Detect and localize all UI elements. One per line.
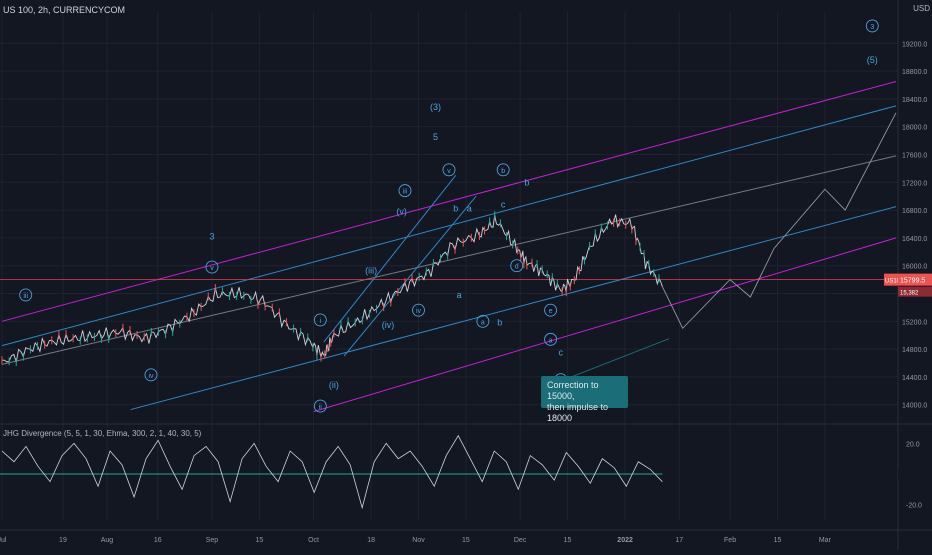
price-tag-left-text: US100 — [885, 279, 904, 285]
y-tick-label: 17200.0 — [902, 180, 927, 187]
wave-label: 3 — [209, 232, 214, 242]
wave-label-circle — [144, 368, 158, 382]
x-tick-label: Aug — [101, 537, 114, 544]
x-tick-label: 15 — [462, 537, 470, 544]
wave-label-circle — [313, 313, 327, 327]
annotation-callout[interactable]: Correction to 15000, then impulse to 180… — [541, 376, 628, 423]
x-tick-label: 15 — [255, 537, 263, 544]
wave-label: (iii) — [365, 266, 377, 276]
x-tick-label: 17 — [675, 537, 683, 544]
wave-label: i — [320, 318, 322, 325]
y-tick-label: 15200.0 — [902, 319, 927, 326]
price-tag-right — [898, 273, 932, 286]
wave-label: (ii) — [329, 380, 339, 390]
y-tick-label: 14000.0 — [902, 403, 927, 410]
price-tag-right-text: 15799.5 — [900, 278, 925, 285]
wave-label: e — [549, 308, 553, 315]
wave-label: a — [549, 337, 553, 344]
y-tick-label: 16800.0 — [902, 208, 927, 215]
y-tick-label: 19200.0 — [902, 41, 927, 48]
x-tick-label: Sep — [206, 537, 219, 544]
wave-label: d — [515, 264, 519, 271]
x-tick-label: Feb — [724, 537, 736, 544]
wave-label-circle — [544, 303, 558, 317]
wave-label: a — [481, 319, 485, 326]
wave-label-circle — [313, 399, 327, 413]
y-tick-label: 16000.0 — [902, 264, 927, 271]
x-tick-label: 18 — [367, 537, 375, 544]
y-tick-label: 18000.0 — [902, 125, 927, 132]
annotation-line-2: then impulse to 18000 — [547, 402, 609, 423]
wave-label: b — [501, 168, 505, 175]
x-tick-label: 15 — [564, 537, 572, 544]
indicator-y-tick-label: -20.0 — [906, 503, 922, 510]
indicator-series — [1, 434, 663, 510]
wave-label-circle — [442, 163, 456, 177]
wave-label: iv — [416, 308, 422, 315]
wave-label: b — [524, 177, 529, 187]
wave-label: iii — [403, 189, 408, 196]
wave-label-circle — [398, 184, 412, 198]
annotation-line-1: Correction to 15000, — [547, 380, 599, 401]
wave-label: v — [210, 265, 214, 272]
wave-label: v — [447, 168, 451, 175]
y-tick-label: 14800.0 — [902, 347, 927, 354]
price-tag-small-text: 15,382 — [900, 291, 919, 297]
indicator-y-tick-label: 20.0 — [906, 441, 920, 448]
impulse-channel-upper — [323, 175, 457, 343]
projection-path — [661, 112, 897, 330]
symbol-label: US 100, 2h, CURRENCYCOM — [3, 5, 126, 15]
price-tag-left — [884, 273, 898, 286]
y-tick-label: 17600.0 — [902, 152, 927, 159]
y-tick-label: 16400.0 — [902, 236, 927, 243]
wave-label-circle — [19, 288, 33, 302]
y-tick-label: 18400.0 — [902, 97, 927, 104]
wave-label-circle — [544, 332, 558, 346]
x-tick-label: Mar — [819, 537, 832, 544]
indicator-label: JHG Divergence (5, 5, 1, 30, Ehma, 300, … — [3, 429, 202, 438]
wave-label-circle — [510, 259, 524, 273]
wave-label: a — [467, 204, 472, 214]
wave-label-circle — [412, 303, 425, 317]
wave-label: b — [497, 318, 502, 328]
wave-label: iii — [23, 293, 28, 300]
y-tick-label: 14400.0 — [902, 375, 927, 382]
x-tick-label: 2022 — [617, 537, 633, 544]
wave-label: iv — [148, 373, 154, 380]
x-tick-label: Dec — [514, 537, 527, 544]
wave-label: ii — [319, 404, 323, 411]
channel-blue_upper — [1, 105, 897, 347]
wave-label-circle — [476, 314, 490, 328]
wave-label: c — [559, 348, 564, 358]
x-tick-label: 19 — [59, 537, 67, 544]
wave-label: (iv) — [382, 320, 395, 330]
x-tick-label: Oct — [308, 537, 319, 544]
wave-label: (5) — [867, 55, 878, 65]
wave-label-circle — [205, 260, 219, 274]
price-tag-small — [898, 286, 932, 297]
wave-label: c — [501, 200, 506, 210]
channel-blue_lower — [130, 206, 897, 411]
wave-label: 3 — [870, 24, 874, 31]
wave-label-circle — [496, 163, 510, 177]
currency-label: USD — [913, 4, 930, 13]
x-tick-label: Nov — [412, 537, 425, 544]
channel-magenta_lower — [313, 237, 897, 413]
x-tick-label: 16 — [154, 537, 162, 544]
wave-label: (v) — [396, 206, 407, 216]
wave-label: b — [453, 204, 458, 214]
wave-label: 5 — [433, 132, 438, 142]
x-tick-label: 15 — [774, 537, 782, 544]
x-tick-label: Jul — [0, 537, 7, 544]
wave-label-circle — [865, 19, 879, 33]
impulse-channel-lower — [343, 195, 477, 357]
channel-magenta_upper — [1, 81, 897, 322]
wave-label: (3) — [430, 102, 441, 112]
wave-label: a — [457, 290, 462, 300]
y-tick-label: 18800.0 — [902, 69, 927, 76]
indicator-value-tag — [898, 469, 916, 479]
